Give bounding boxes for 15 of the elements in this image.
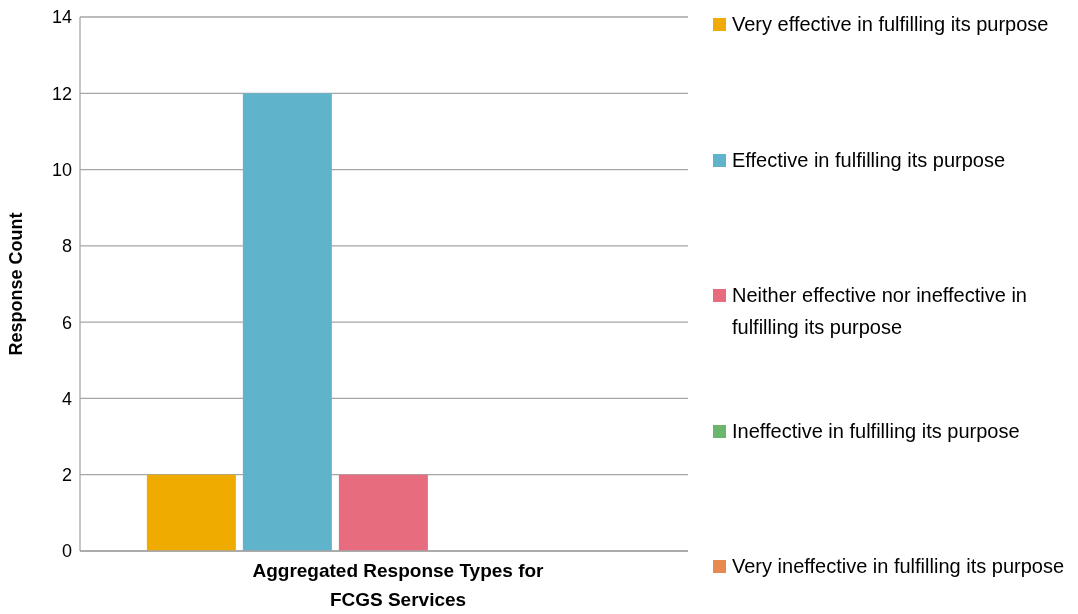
legend-label: Ineffective in fulfilling its purpose <box>732 418 1021 444</box>
y-tick-label: 6 <box>61 312 72 333</box>
y-tick-label: 12 <box>51 83 72 104</box>
legend-label: Very effective in fulfilling its purpose <box>732 12 1050 37</box>
legend-label: Effective in fulfilling its purpose <box>732 147 1007 173</box>
y-tick-label: 4 <box>61 388 72 409</box>
y-tick-label: 2 <box>61 465 72 486</box>
legend-label: Neither effective nor ineffective in fulfilling its purpose <box>732 283 1028 340</box>
y-tick-label: 14 <box>51 7 72 28</box>
y-tick-label: 8 <box>61 236 72 257</box>
legend-label: Very ineffective in fulfilling its purpose <box>732 554 1066 579</box>
y-axis-title: Response Count <box>6 212 27 356</box>
y-tick-label: 0 <box>61 541 72 562</box>
x-axis-title: Aggregated Response Types for FCGS Services <box>251 559 545 612</box>
y-tick-label: 10 <box>51 159 72 180</box>
